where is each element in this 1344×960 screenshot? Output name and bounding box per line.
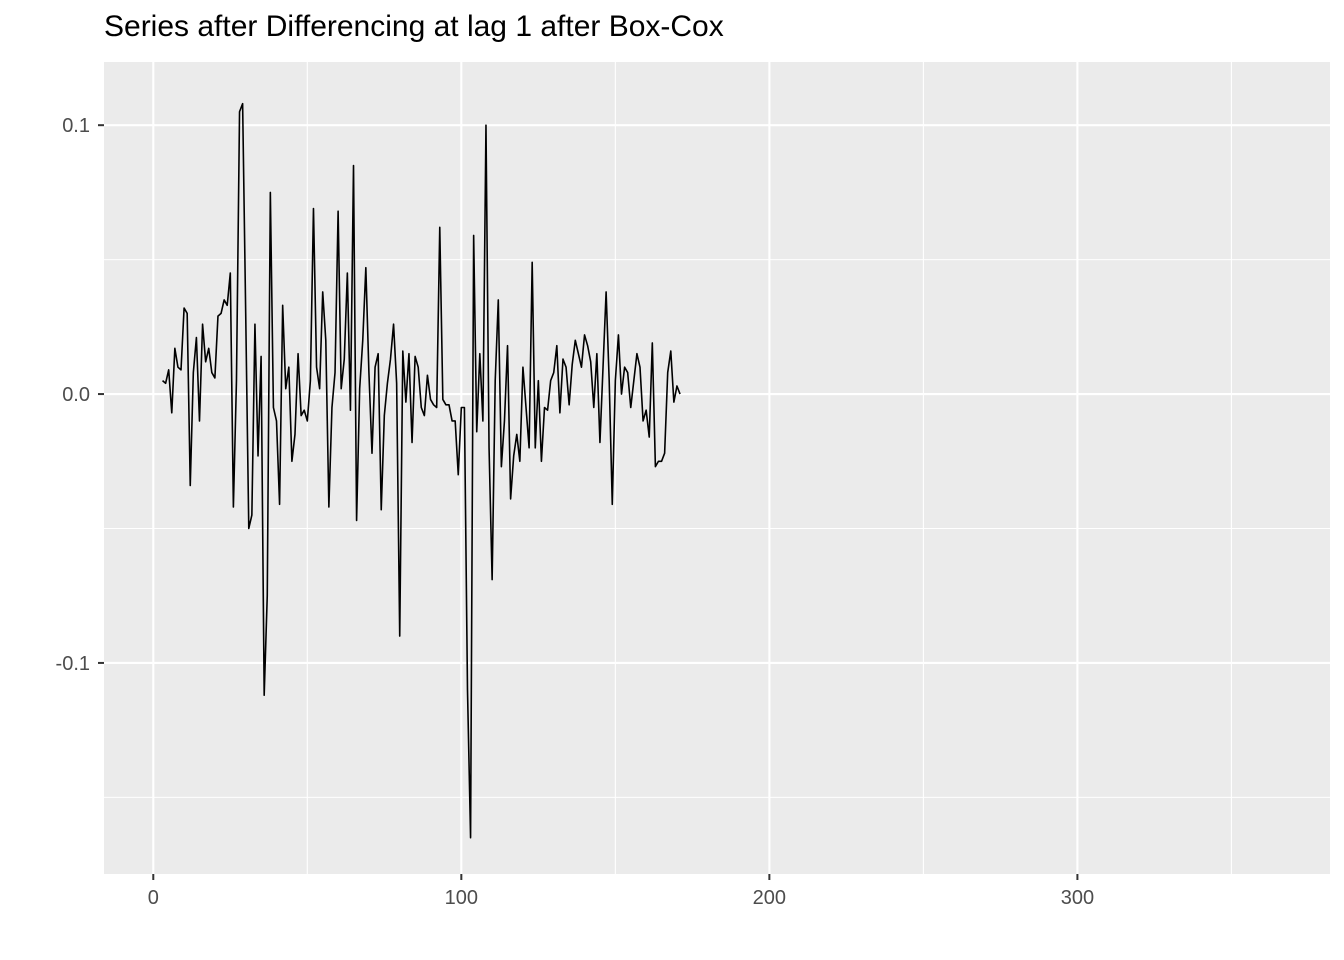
y-axis: 0.1 0.0 -0.1 [56, 115, 104, 675]
x-tick-label: 300 [1061, 887, 1094, 909]
x-axis: 0 100 200 300 [148, 874, 1094, 909]
x-tick-label: 200 [753, 887, 786, 909]
x-tick-label: 0 [148, 887, 159, 909]
x-tick-label: 100 [445, 887, 478, 909]
y-tick-label: 0.1 [62, 115, 90, 137]
y-tick-label: 0.0 [62, 384, 90, 406]
major-gridlines [104, 62, 1330, 874]
plot-panel [104, 62, 1330, 874]
minor-gridlines [104, 62, 1330, 874]
series-layer [162, 102, 681, 839]
series-line [162, 102, 681, 839]
y-tick-label: -0.1 [56, 653, 90, 675]
chart-title: Series after Differencing at lag 1 after… [104, 10, 724, 43]
